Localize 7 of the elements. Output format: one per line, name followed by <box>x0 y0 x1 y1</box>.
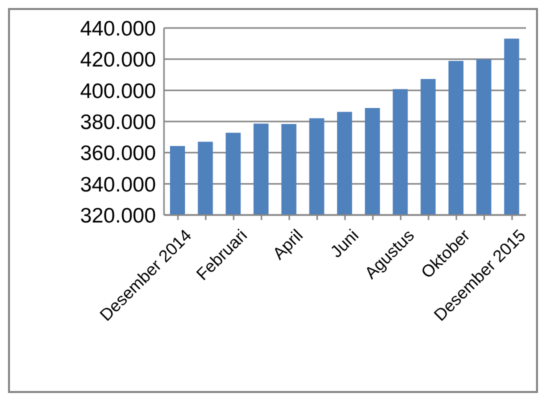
y-tick-label: 380.000 <box>80 110 156 134</box>
y-tick-label: 320.000 <box>80 204 156 228</box>
y-tick-label: 420.000 <box>80 48 156 72</box>
y-tick-label: 340.000 <box>80 173 156 196</box>
y-tick-label: 360.000 <box>80 142 156 166</box>
y-tick-label: 440.000 <box>80 17 156 40</box>
y-tick-label: 400.000 <box>80 80 156 103</box>
